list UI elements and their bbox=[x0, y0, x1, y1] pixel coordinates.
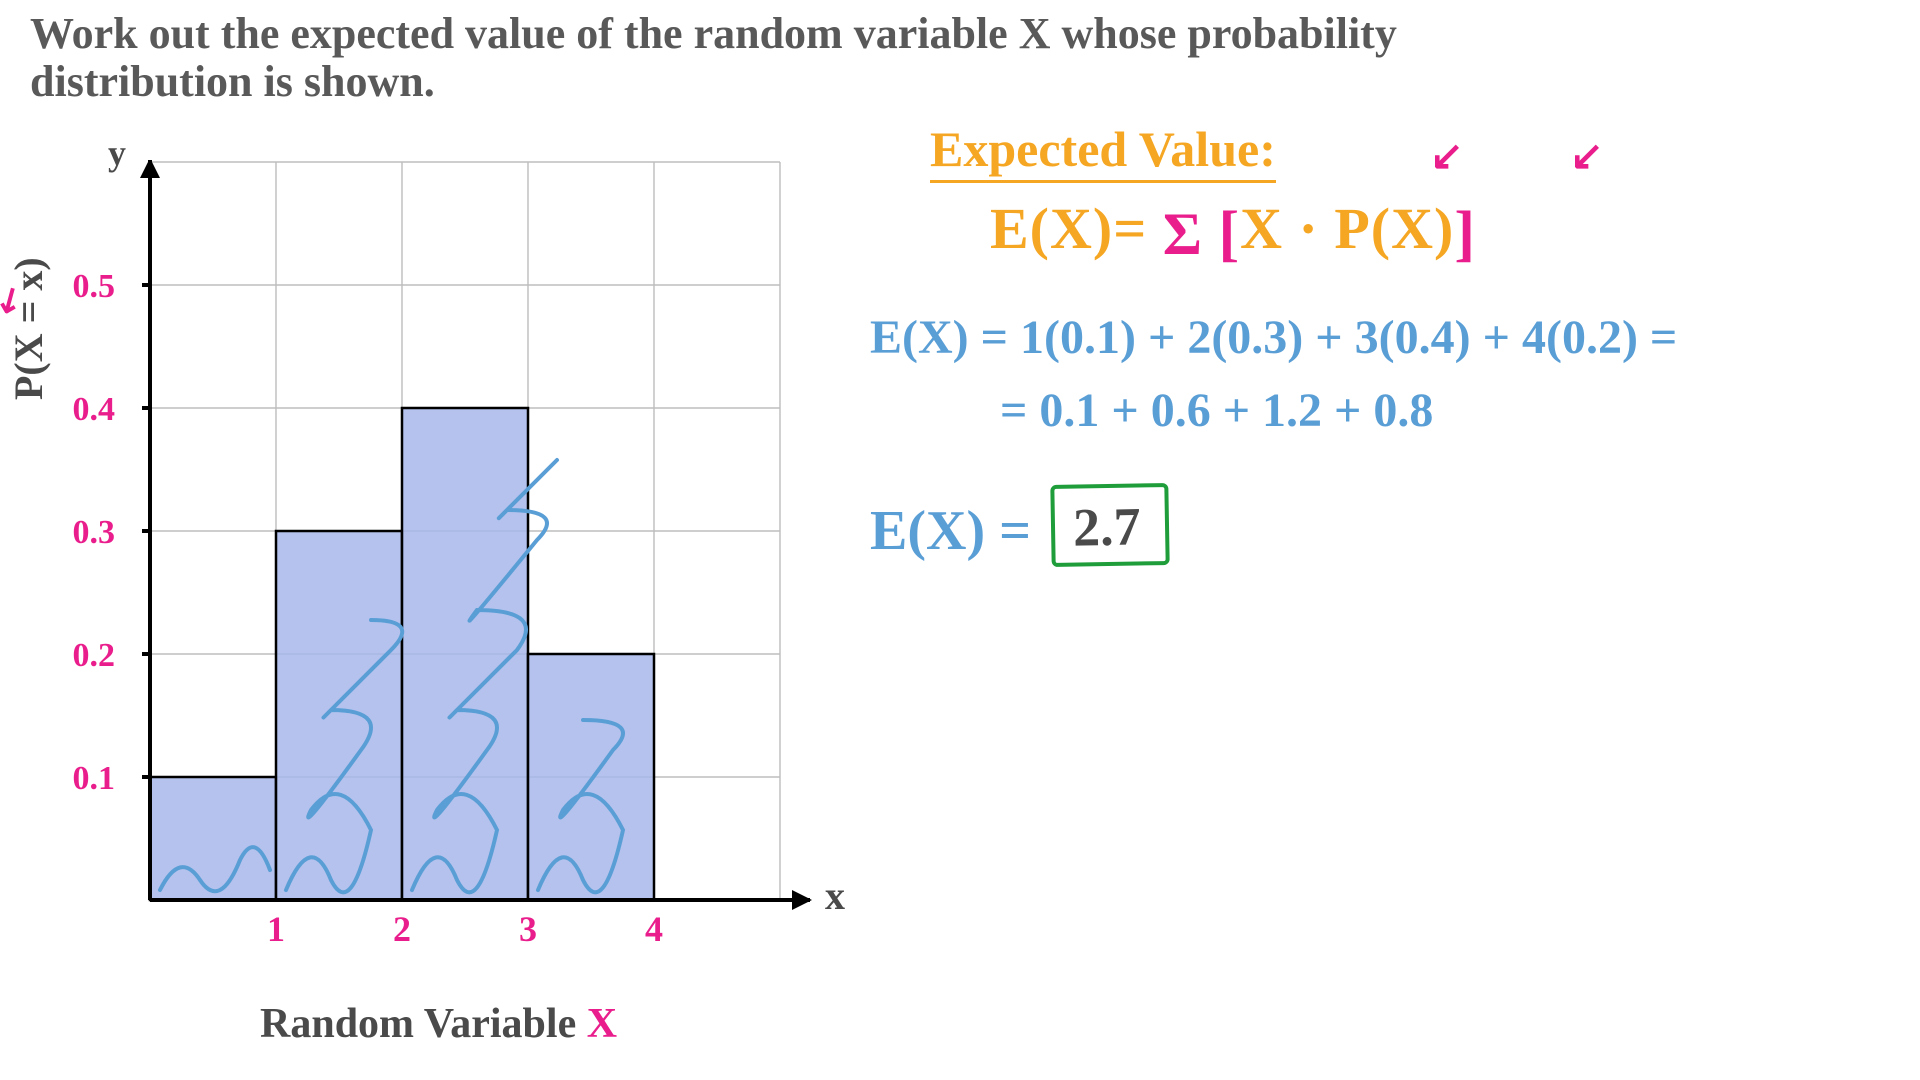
result-line: E(X) = 2.7 bbox=[870, 488, 1890, 570]
arrow-down-icon-2: ↙ bbox=[1570, 132, 1604, 179]
ytick-4: 0.5 bbox=[60, 268, 115, 306]
histogram-chart: y 0.1 0.2 0.3 0.4 0.5 bbox=[130, 160, 830, 940]
sigma-symbol: Σ bbox=[1163, 200, 1203, 269]
xtick-2: 3 bbox=[508, 908, 548, 950]
xtick-3: 4 bbox=[634, 908, 674, 950]
x-axis-title-text: Random Variable bbox=[260, 1001, 587, 1047]
arrow-down-icon-1: ↙ bbox=[1430, 132, 1464, 179]
xtick-1: 2 bbox=[382, 908, 422, 950]
expected-value-heading: Expected Value: bbox=[930, 120, 1276, 183]
right-bracket: ] bbox=[1454, 199, 1476, 270]
ytick-2: 0.3 bbox=[60, 514, 115, 552]
formula-lhs: E(X)= bbox=[990, 196, 1163, 261]
worked-solution: ↙ ↙ Expected Value: E(X)= Σ [X · P(X)] E… bbox=[870, 120, 1890, 570]
chart-svg bbox=[130, 160, 830, 940]
formula-body: X · P(X) bbox=[1240, 196, 1454, 261]
result-lhs: E(X) = bbox=[870, 500, 1045, 562]
answer-box: 2.7 bbox=[1050, 483, 1169, 567]
ytick-1: 0.2 bbox=[60, 637, 115, 675]
expected-value-formula: E(X)= Σ [X · P(X)] bbox=[990, 195, 1890, 270]
problem-line2: distribution is shown. bbox=[30, 57, 435, 106]
left-bracket: [ bbox=[1218, 199, 1240, 270]
x-label-letter: x bbox=[825, 872, 845, 919]
problem-line1: Work out the expected value of the rando… bbox=[30, 9, 1397, 58]
x-axis-title-var: X bbox=[587, 1001, 617, 1047]
calc-line-2: = 0.1 + 0.6 + 1.2 + 0.8 bbox=[1000, 383, 1890, 438]
y-label-letter: y bbox=[108, 132, 126, 174]
problem-text: Work out the expected value of the rando… bbox=[30, 10, 1890, 107]
ytick-0: 0.1 bbox=[60, 760, 115, 798]
xtick-0: 1 bbox=[256, 908, 296, 950]
ytick-3: 0.4 bbox=[60, 391, 115, 429]
x-axis-title: Random Variable X bbox=[260, 1000, 617, 1048]
calc-line-1: E(X) = 1(0.1) + 2(0.3) + 3(0.4) + 4(0.2)… bbox=[870, 310, 1890, 365]
